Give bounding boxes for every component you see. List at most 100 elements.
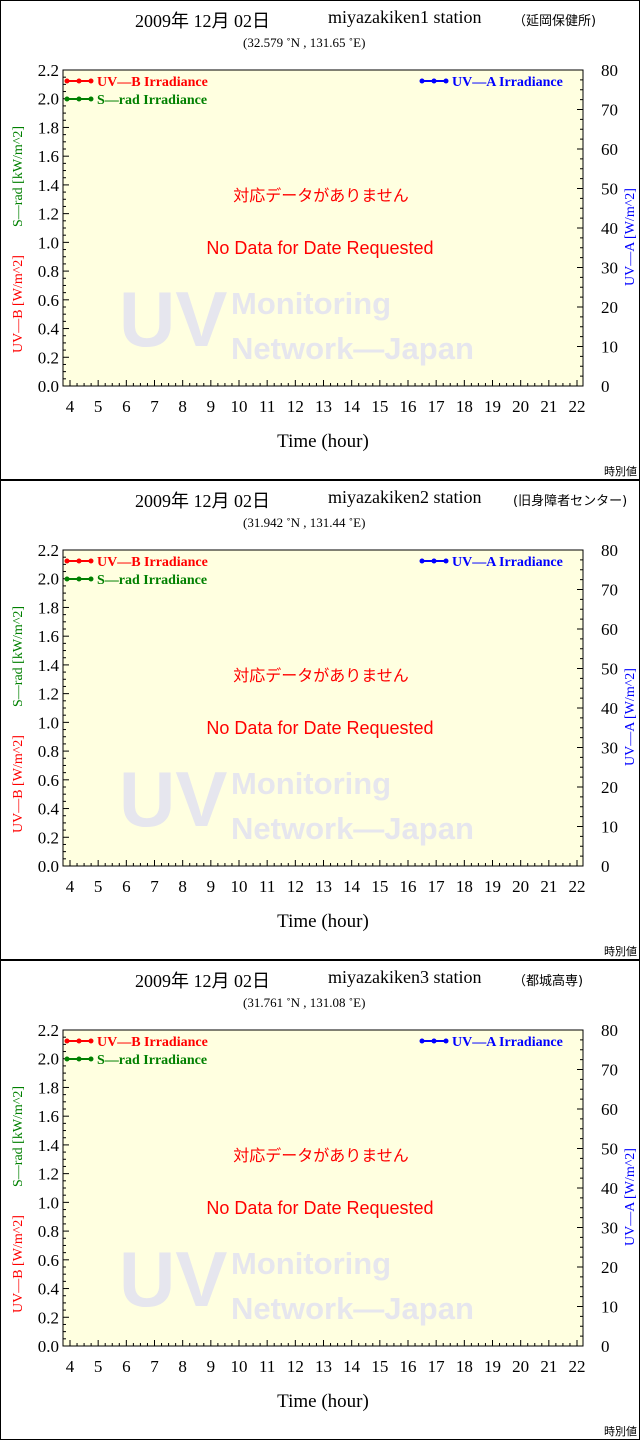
legend-marker	[76, 78, 82, 84]
x-tick-label: 8	[178, 1357, 187, 1376]
date: 2009年 12月 02日	[135, 971, 270, 991]
legend-marker	[443, 78, 449, 84]
svg-text:Network—Japan: Network—Japan	[231, 811, 474, 846]
x-tick-label: 7	[150, 397, 159, 416]
x-tick-label: 7	[150, 877, 159, 896]
no-data-message-en: No Data for Date Requested	[206, 718, 433, 738]
y-right-tick-label: 80	[601, 541, 618, 560]
y-right-tick-label: 60	[601, 620, 618, 639]
legend-marker	[64, 558, 70, 564]
x-tick-label: 14	[343, 877, 361, 896]
y-left-tick-label: 0.0	[38, 857, 59, 876]
legend-marker	[76, 96, 82, 102]
legend-marker	[88, 558, 94, 564]
legend-item: UV—A Irradiance	[419, 75, 563, 90]
footer-label: 時別値	[604, 945, 637, 958]
legend-marker	[64, 78, 70, 84]
y-left-tick-label: 1.2	[38, 1165, 59, 1184]
legend-marker	[88, 1056, 94, 1062]
y-left-tick-label: 2.0	[38, 570, 59, 589]
legend-marker	[88, 96, 94, 102]
legend-label: UV—A Irradiance	[452, 75, 563, 90]
svg-text:UV: UV	[119, 275, 227, 363]
x-tick-label: 21	[540, 397, 557, 416]
y-left-tick-label: 0.4	[38, 800, 60, 819]
no-data-message-en: No Data for Date Requested	[206, 1198, 433, 1218]
x-tick-label: 17	[428, 397, 446, 416]
no-data-message-jp: 対応データがありません	[233, 186, 409, 205]
chart-panel-2: UV Monitoring Network—Japan 4 5 6 7 8 9 10 11 12 13 1…	[0, 480, 640, 960]
y-left-tick-label: 0.6	[38, 291, 59, 310]
station-site: （都城高専)	[513, 974, 584, 989]
y-left-tick-label: 2.2	[38, 61, 59, 80]
legend-marker	[419, 78, 425, 84]
legend-marker	[443, 1038, 449, 1044]
y-right-tick-label: 0	[601, 857, 610, 876]
x-axis-label: Time (hour)	[277, 431, 369, 452]
x-tick-label: 5	[94, 397, 103, 416]
x-tick-label: 13	[315, 877, 332, 896]
station-name: miyazakiken2 station	[328, 487, 482, 507]
chart-panel-3: UV Monitoring Network—Japan 4 5 6 7 8 9 10 11 12 13 1…	[0, 960, 640, 1440]
legend-item: UV—B Irradiance	[64, 75, 208, 90]
x-tick-label: 11	[259, 1357, 275, 1376]
y-left-tick-label: 2.0	[38, 1050, 59, 1069]
x-tick-label: 20	[512, 877, 529, 896]
x-tick-label: 22	[569, 397, 586, 416]
x-tick-label: 22	[569, 877, 586, 896]
station-site: （延岡保健所)	[513, 14, 597, 29]
legend-label: UV—A Irradiance	[452, 555, 563, 570]
plot-area	[62, 69, 584, 387]
y-right-tick-label: 10	[601, 818, 618, 837]
y-right-tick-label: 30	[601, 259, 618, 278]
legend-item: UV—A Irradiance	[419, 555, 563, 570]
y-left-tick-label: 1.8	[38, 598, 59, 617]
legend-marker	[431, 1038, 437, 1044]
chart-svg: UV Monitoring Network—Japan 4 5 6 7 8 9 10 11 12 13 1…	[11, 61, 638, 452]
x-tick-label: 9	[207, 1357, 216, 1376]
x-tick-label: 10	[231, 397, 248, 416]
x-tick-label: 16	[400, 877, 417, 896]
legend-label: UV—B Irradiance	[97, 555, 208, 570]
legend-marker	[88, 1038, 94, 1044]
x-tick-label: 19	[484, 397, 501, 416]
date: 2009年 12月 02日	[135, 11, 270, 31]
y-right-tick-label: 60	[601, 140, 618, 159]
svg-text:UV: UV	[119, 755, 227, 843]
y-left-tick-label: 1.0	[38, 233, 59, 252]
plot-area	[62, 549, 584, 867]
x-tick-label: 16	[400, 397, 417, 416]
x-tick-label: 17	[428, 1357, 446, 1376]
x-tick-label: 13	[315, 1357, 332, 1376]
no-data-message-jp: 対応データがありません	[233, 666, 409, 685]
x-tick-label: 4	[66, 1357, 75, 1376]
y-right-tick-label: 70	[601, 101, 618, 120]
footer-label: 時別値	[604, 465, 637, 478]
legend-label: S—rad Irradiance	[97, 93, 207, 108]
x-tick-label: 6	[122, 397, 131, 416]
legend-marker	[419, 558, 425, 564]
x-tick-label: 19	[484, 1357, 501, 1376]
legend-marker	[443, 558, 449, 564]
y-left-tick-label: 1.4	[38, 656, 60, 675]
x-tick-label: 6	[122, 1357, 131, 1376]
y-left-tick-label: 0.6	[38, 1251, 59, 1270]
station-site: (旧身障者センター)	[513, 494, 628, 509]
y-right-tick-label: 60	[601, 1100, 618, 1119]
chart-svg: UV Monitoring Network—Japan 4 5 6 7 8 9 10 11 12 13 1…	[11, 1021, 638, 1412]
y-left-tick-label: 1.2	[38, 685, 59, 704]
y-right-tick-label: 20	[601, 1258, 618, 1277]
y-right-tick-label: 40	[601, 1179, 618, 1198]
x-tick-label: 10	[231, 877, 248, 896]
legend-item: S—rad Irradiance	[64, 93, 207, 108]
y-right-tick-label: 30	[601, 1219, 618, 1238]
legend-label: UV—B Irradiance	[97, 1035, 208, 1050]
legend-item: UV—B Irradiance	[64, 1035, 208, 1050]
svg-text:Network—Japan: Network—Japan	[231, 331, 474, 366]
x-tick-label: 18	[456, 1357, 473, 1376]
x-tick-label: 10	[231, 1357, 248, 1376]
station-name: miyazakiken3 station	[328, 967, 482, 987]
x-tick-label: 21	[540, 1357, 557, 1376]
legend-marker	[88, 78, 94, 84]
x-tick-label: 8	[178, 877, 187, 896]
